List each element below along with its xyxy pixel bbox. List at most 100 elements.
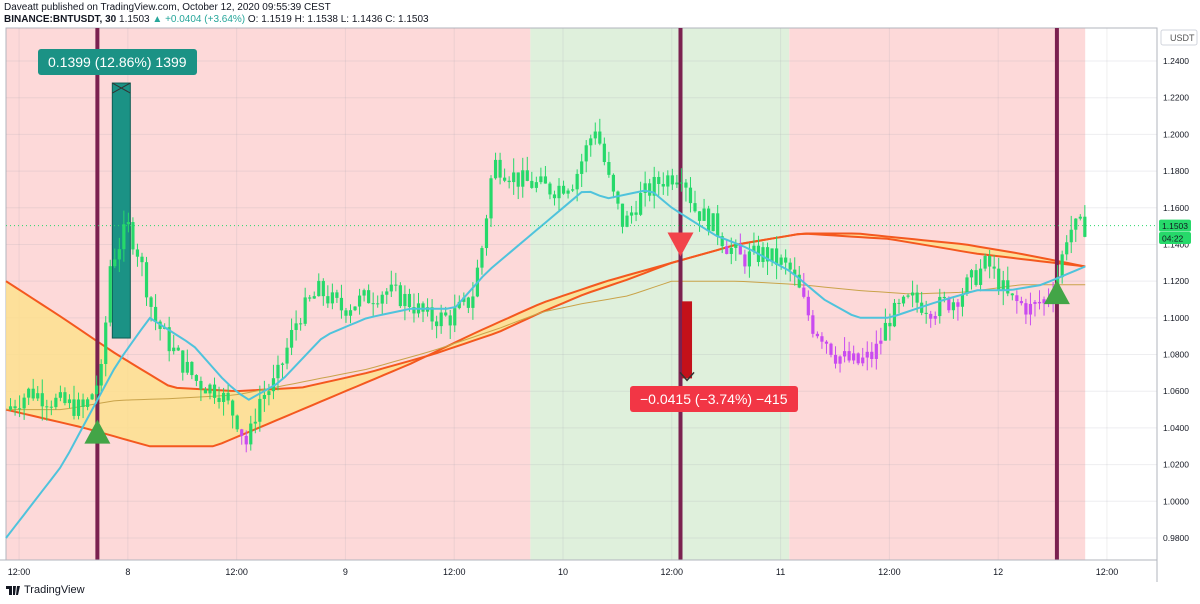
y-tick-label: 1.2200 bbox=[1163, 93, 1189, 103]
candle bbox=[611, 174, 616, 192]
short-measure-box bbox=[682, 301, 693, 379]
candle bbox=[924, 312, 928, 314]
candle bbox=[376, 303, 380, 305]
candle bbox=[879, 340, 883, 344]
candle bbox=[951, 302, 955, 311]
candle bbox=[104, 322, 108, 365]
candle bbox=[793, 269, 797, 275]
candle bbox=[820, 336, 824, 342]
candle bbox=[27, 388, 31, 398]
candle bbox=[784, 257, 788, 263]
y-tick-label: 1.1000 bbox=[1163, 313, 1189, 323]
candle bbox=[453, 308, 457, 326]
symbol-info: BINANCE:BNTUSDT, 30 1.1503 ▲ +0.0404 (+3… bbox=[4, 14, 429, 25]
candle bbox=[249, 423, 253, 445]
candle bbox=[181, 350, 185, 373]
candle bbox=[693, 203, 697, 212]
y-tick-label: 1.0800 bbox=[1163, 350, 1189, 360]
candle bbox=[620, 203, 625, 227]
candle bbox=[294, 323, 298, 330]
candle bbox=[815, 333, 819, 337]
candle bbox=[661, 183, 665, 187]
candle bbox=[113, 259, 117, 267]
candle bbox=[353, 306, 357, 311]
candle bbox=[67, 399, 72, 404]
candle bbox=[1015, 295, 1019, 302]
candle bbox=[8, 406, 13, 410]
candle bbox=[308, 297, 312, 299]
footer-brand[interactable]: TradingView bbox=[6, 584, 85, 596]
candle bbox=[774, 248, 779, 265]
candle bbox=[31, 388, 35, 399]
candle bbox=[534, 182, 538, 188]
candle bbox=[217, 397, 221, 402]
candle bbox=[317, 280, 321, 297]
candle bbox=[90, 394, 94, 400]
candle bbox=[58, 392, 62, 398]
cloud-band-fill bbox=[6, 233, 1086, 447]
candle bbox=[1024, 303, 1028, 315]
buy-signal-triangle bbox=[84, 419, 111, 444]
candle bbox=[81, 399, 85, 407]
candle bbox=[1033, 301, 1037, 304]
candle bbox=[1028, 303, 1033, 315]
candle bbox=[149, 297, 153, 307]
candle bbox=[988, 255, 992, 267]
candle bbox=[1060, 254, 1064, 278]
ohlc-values: O: 1.1519 H: 1.1538 L: 1.1436 C: 1.1503 bbox=[247, 14, 429, 25]
last-price: 1.1503 bbox=[119, 14, 150, 25]
candle bbox=[702, 208, 706, 221]
candle bbox=[856, 353, 860, 364]
candle bbox=[983, 255, 987, 269]
y-tick-label: 1.0600 bbox=[1163, 386, 1189, 396]
candle bbox=[829, 343, 833, 355]
candle bbox=[743, 254, 747, 267]
buy-signal-triangle bbox=[1043, 280, 1070, 305]
candle bbox=[847, 351, 851, 361]
candle bbox=[539, 176, 543, 183]
candle bbox=[144, 262, 149, 298]
candle bbox=[657, 176, 661, 184]
x-tick-label: 12 bbox=[993, 567, 1003, 577]
symbol-name[interactable]: BINANCE:BNTUSDT, 30 bbox=[4, 14, 117, 25]
candle bbox=[910, 292, 915, 296]
candle bbox=[108, 266, 112, 323]
candle bbox=[1010, 293, 1014, 296]
x-tick-label: 12:00 bbox=[443, 567, 466, 577]
candle bbox=[978, 268, 983, 285]
long-measure-box bbox=[111, 82, 131, 339]
candle bbox=[770, 248, 774, 262]
candle bbox=[639, 192, 643, 215]
candle bbox=[802, 287, 806, 297]
candle bbox=[992, 266, 996, 269]
candle bbox=[892, 302, 897, 327]
candle bbox=[779, 257, 783, 265]
candle bbox=[76, 399, 81, 416]
candle bbox=[852, 353, 856, 361]
y-tick-label: 1.1800 bbox=[1163, 166, 1189, 176]
candle bbox=[729, 247, 733, 254]
candle bbox=[1001, 280, 1005, 291]
candle bbox=[330, 292, 334, 304]
candle bbox=[584, 145, 588, 162]
candle bbox=[280, 363, 285, 365]
candle bbox=[552, 194, 557, 199]
currency-box bbox=[1160, 29, 1198, 46]
y-tick-label: 1.2400 bbox=[1163, 56, 1189, 66]
candle bbox=[557, 185, 561, 199]
candle bbox=[389, 284, 393, 292]
candle bbox=[974, 270, 978, 285]
long-measure-label: 0.1399 (12.86%) 1399 bbox=[38, 49, 197, 75]
band-inner-line bbox=[6, 280, 1086, 411]
candle bbox=[131, 222, 135, 250]
y-tick-label: 1.0200 bbox=[1163, 460, 1189, 470]
candle bbox=[276, 364, 280, 379]
candle bbox=[1019, 301, 1023, 304]
candle bbox=[969, 270, 974, 278]
candle bbox=[45, 406, 49, 408]
y-tick-label: 1.0400 bbox=[1163, 423, 1189, 433]
candle bbox=[842, 351, 847, 357]
y-tick-label: 1.1200 bbox=[1163, 276, 1189, 286]
candle bbox=[897, 302, 901, 304]
